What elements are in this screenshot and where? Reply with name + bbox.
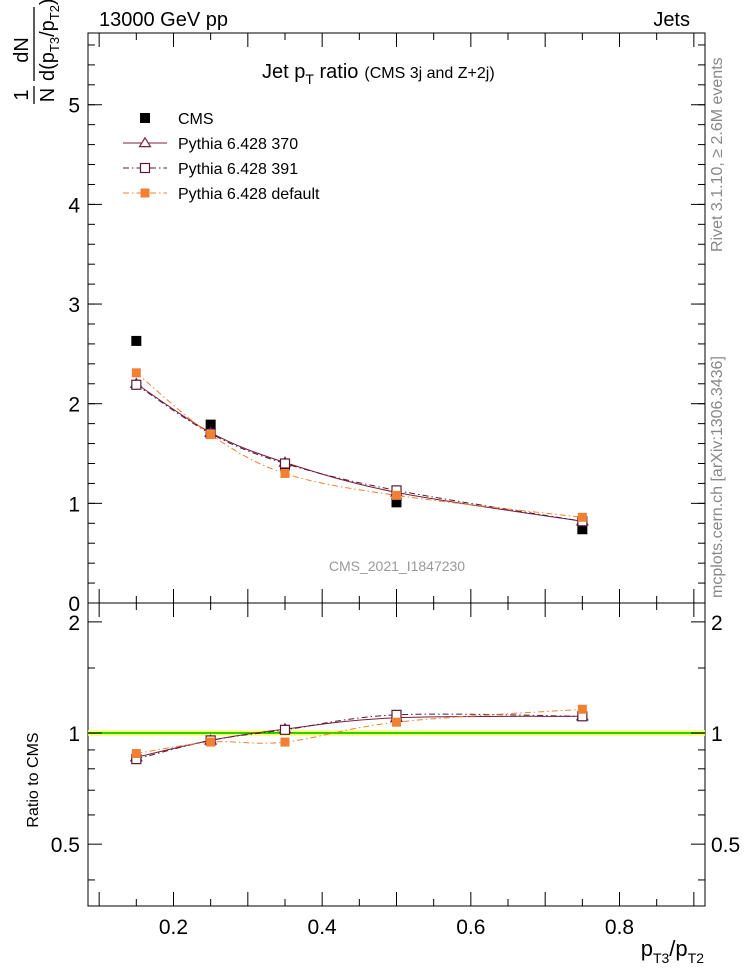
ratio-xtick-label: 0.2 [159,916,188,939]
legend-entry: CMS [140,111,214,128]
ratio-xtick-label: 0.4 [308,916,338,939]
main-ytick-label: 5 [68,95,80,118]
main-ytick-label: 0 [68,593,80,616]
series-pythia-6-428-370 [129,377,589,526]
svg-text:d(pT3/pT2): d(pT3/pT2) [37,0,62,81]
ratio-ytick-label-right: 2 [711,612,723,635]
series-pythia-6-428-default [131,368,587,522]
mcplots-label: mcplots.cern.ch [arXiv:1306.3436] [709,356,726,598]
ratio-data-point [206,737,216,747]
data-point [205,419,216,430]
ratio-ytick-label-right: 1 [711,723,723,746]
ratio-series-pythia-6-428-default [131,704,587,759]
ratio-data-point [280,737,290,747]
data-point [577,512,587,522]
ratio-data-point [279,724,291,735]
svg-text:1: 1 [11,89,33,100]
data-point [131,335,142,346]
main-title: Jet pT ratio (CMS 3j and Z+2j) [262,61,495,87]
main-ytick-label: 2 [68,394,80,417]
legend-marker [140,188,150,198]
legend-entry: Pythia 6.428 391 [123,161,298,178]
legend-entry: Pythia 6.428 370 [123,136,298,153]
ratio-ylabel: Ratio to CMS [25,732,42,827]
legend: CMS Pythia 6.428 370 Pythia 6.428 391 Pythi… [123,111,320,203]
series-cms [131,335,588,535]
series-line [135,372,583,518]
data-point [279,458,291,469]
header-process-label: Jets [653,9,690,31]
main-ytick-label: 4 [68,194,80,217]
analysis-watermark: CMS_2021_I1847230 [329,558,465,574]
series-line [136,384,583,522]
main-ylabel: 1 N dN d(pT3/pT2) [11,0,62,104]
ratio-ytick-label: 1 [68,723,80,746]
ratio-series-line [136,713,583,760]
legend-marker [139,162,151,174]
data-point [131,379,142,390]
data-point [206,430,216,440]
ratio-xtick-label: 0.6 [456,916,485,939]
legend-label: CMS [178,111,214,128]
ratio-series-line [136,715,583,758]
legend-marker [140,113,150,123]
rivet-label: Rivet 3.1.10, ≥ 2.6M events [709,57,726,252]
ratio-ytick-label-right: 0.5 [711,834,740,857]
series-line [136,383,583,522]
ratio-ytick-label: 2 [68,612,80,635]
ratio-plot-frame [87,602,706,907]
data-point [391,497,402,508]
data-point [280,468,290,478]
ratio-series-pythia-6-428-391 [131,709,588,765]
legend-label: Pythia 6.428 default [178,186,320,203]
data-point [577,524,588,535]
svg-text:N: N [37,88,59,102]
legend-label: Pythia 6.428 391 [178,161,298,178]
legend-label: Pythia 6.428 370 [178,136,298,153]
ratio-ytick-label: 0.5 [51,834,80,857]
main-ytick-label: 1 [68,493,80,516]
series-pythia-6-428-391 [131,379,588,527]
ratio-data-point [131,749,141,759]
ratio-series-line [136,708,583,755]
ratio-data-point [392,717,401,727]
header-energy-label: 13000 GeV pp [99,9,228,31]
x-axis-label: pT3/pT2 [641,936,705,966]
legend-marker [138,136,152,148]
data-point [392,490,401,500]
legend-entry: Pythia 6.428 default [123,186,320,203]
ratio-xtick-label: 0.8 [605,916,634,939]
data-point [131,368,141,378]
main-ytick-label: 3 [68,294,80,317]
svg-text:dN: dN [11,37,33,63]
ratio-data-point [577,704,587,714]
